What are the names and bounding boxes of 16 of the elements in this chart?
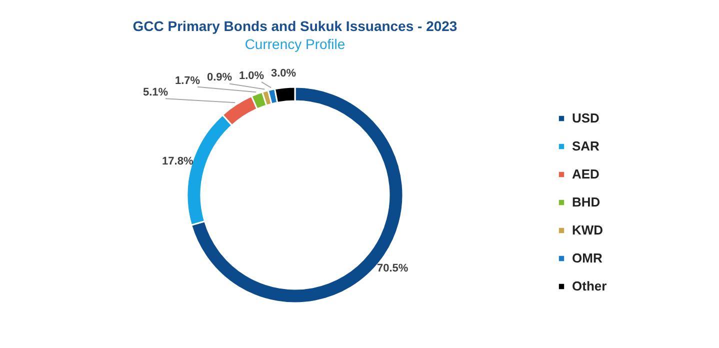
legend-label: AED	[572, 166, 600, 182]
legend-label: SAR	[572, 138, 600, 154]
legend-label: Other	[572, 278, 607, 294]
data-label: 3.0%	[270, 68, 296, 80]
chart-title: GCC Primary Bonds and Sukuk Issuances - 2023	[132, 18, 458, 34]
legend-label: KWD	[572, 222, 604, 238]
legend-label: OMR	[572, 250, 603, 266]
data-label: 0.9%	[206, 72, 232, 84]
legend-label: BHD	[572, 194, 600, 210]
chart-subtitle: Currency Profile	[244, 36, 346, 52]
data-label: 70.5%	[376, 262, 408, 274]
data-label: 5.1%	[142, 86, 168, 99]
legend-label: USD	[572, 110, 600, 126]
data-label: 1.0%	[238, 70, 264, 82]
data-label: 1.7%	[174, 74, 200, 87]
data-label: 17.8%	[162, 156, 194, 168]
